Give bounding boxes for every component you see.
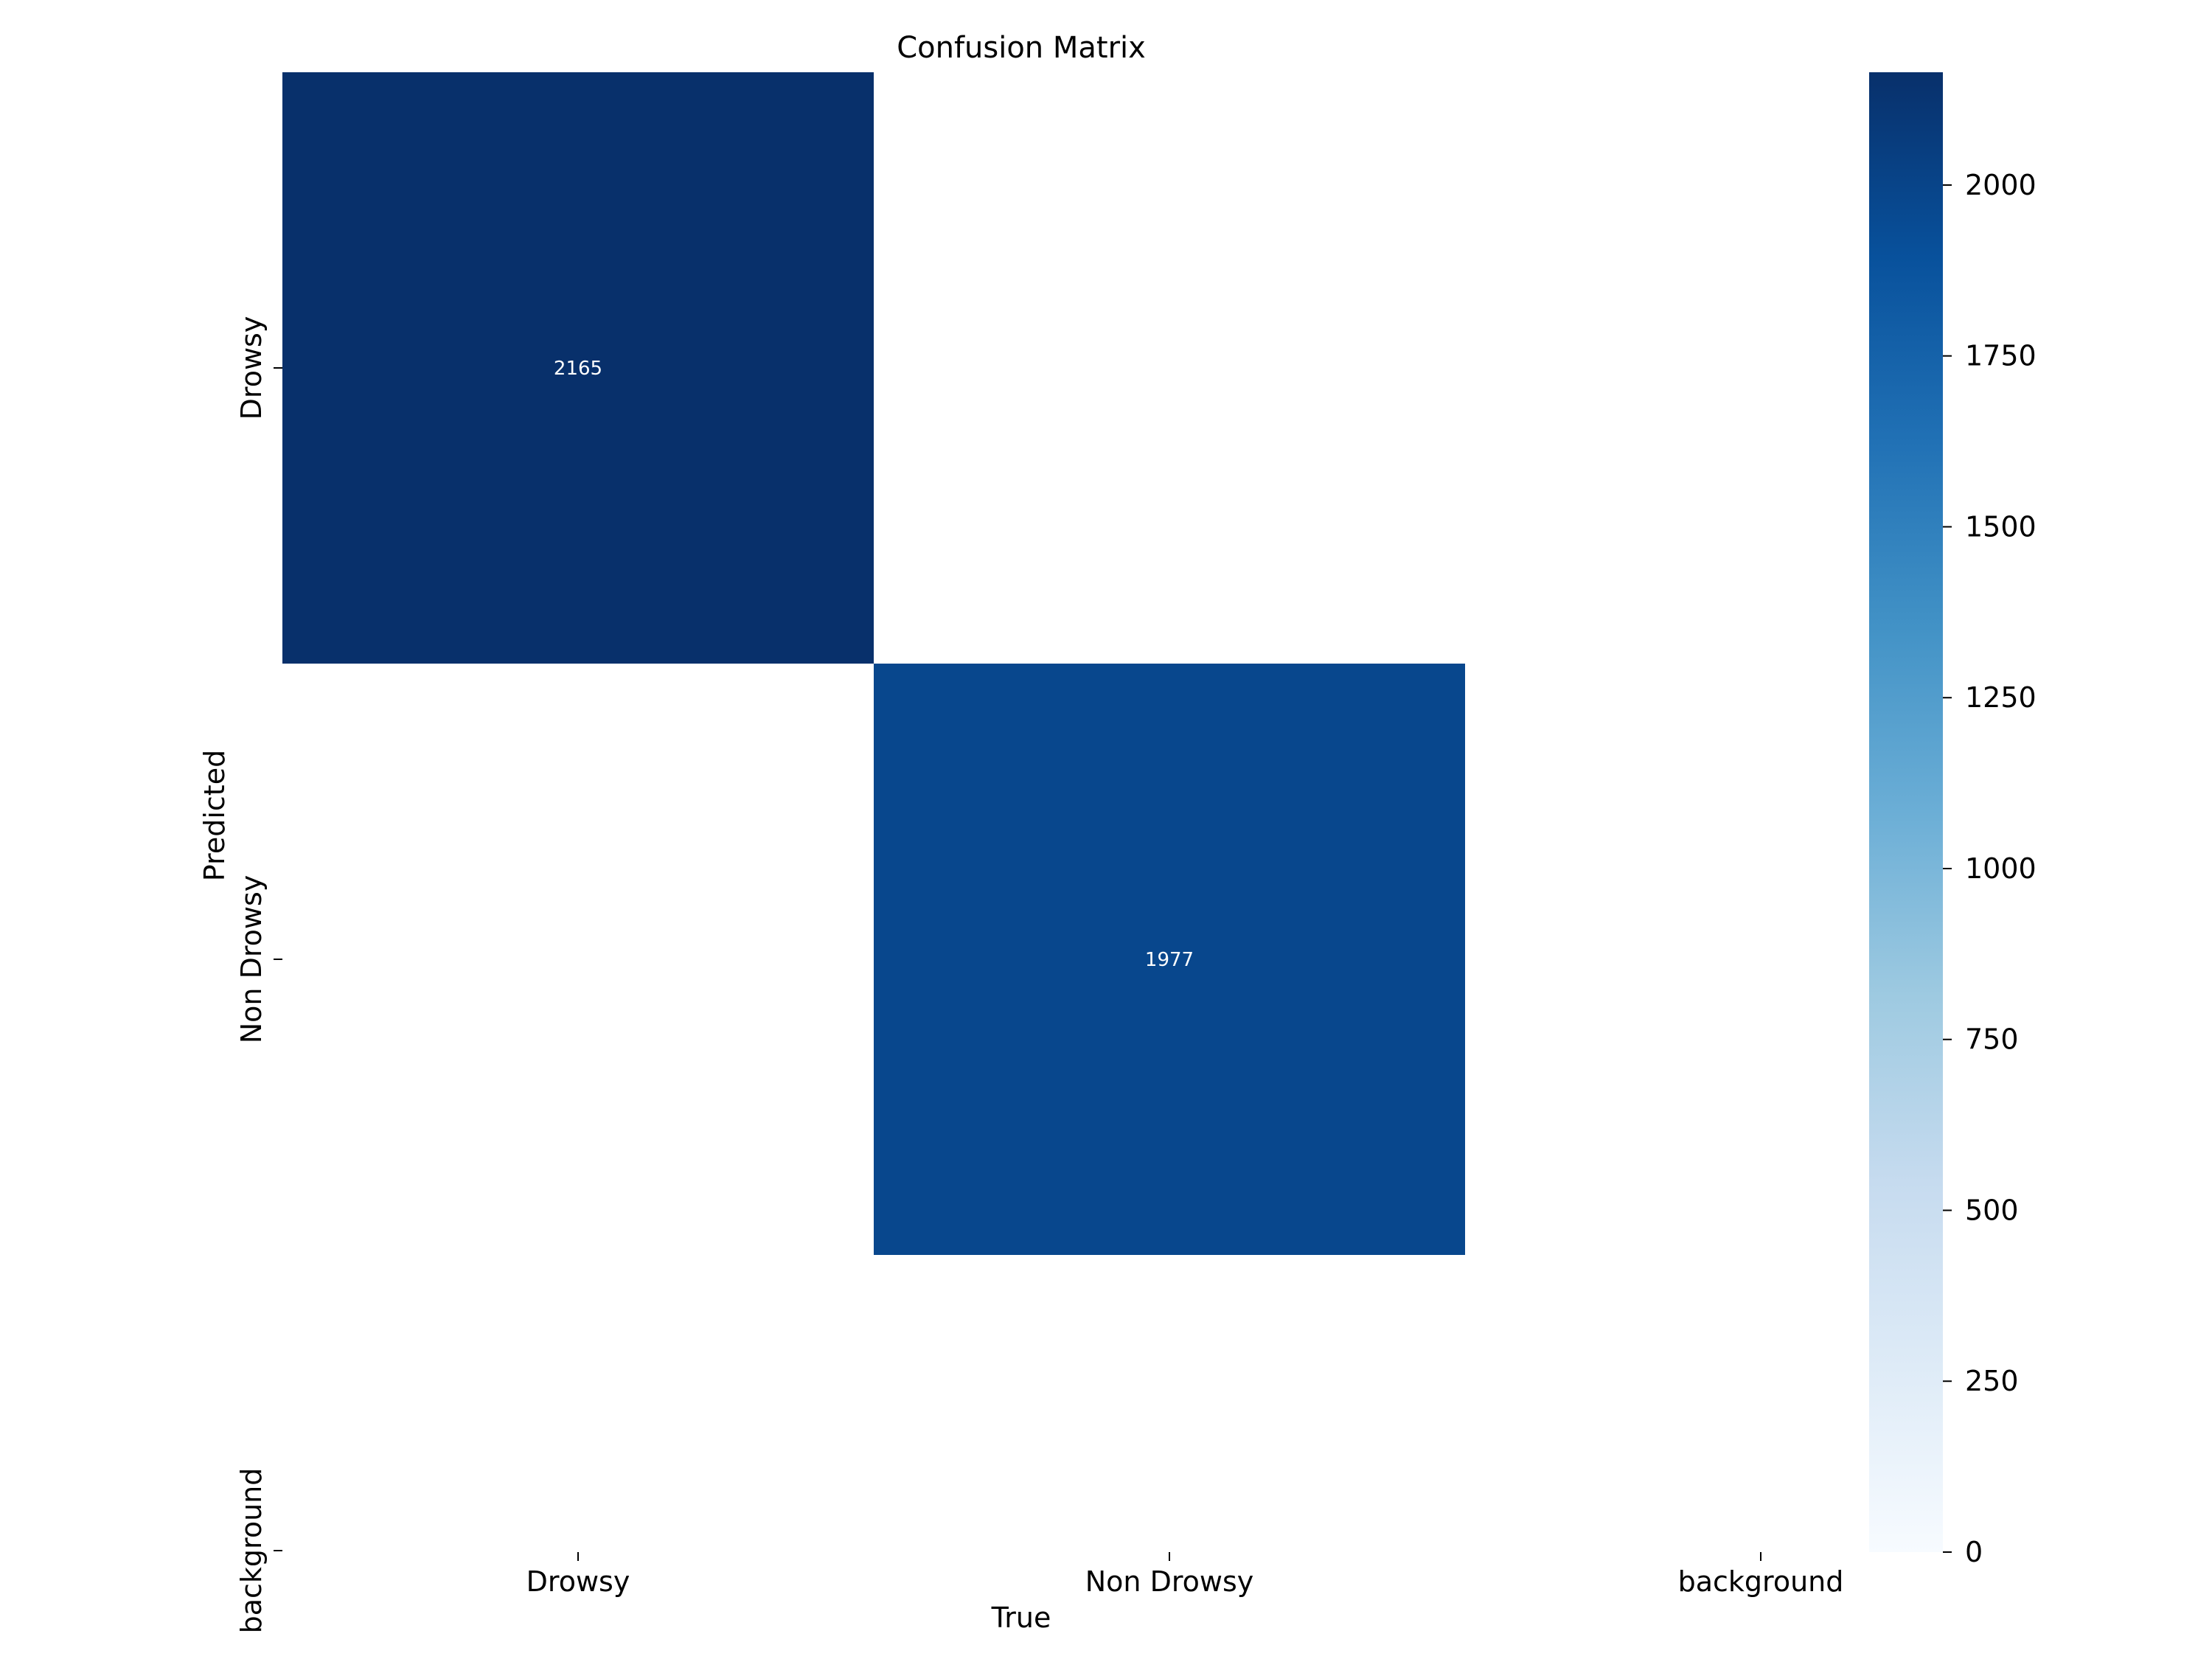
heatmap-cells — [282, 72, 1465, 1255]
colorbar-tick-label: 750 — [1965, 1023, 2019, 1056]
x-axis-label: True — [991, 1601, 1051, 1634]
colorbar-tick-label: 1750 — [1965, 340, 2037, 372]
x-tick-label: background — [1678, 1565, 1844, 1598]
x-axis-ticks: Drowsy Non Drowsy background — [526, 1552, 1844, 1598]
chart-title: Confusion Matrix — [897, 31, 1146, 65]
colorbar-tick-label: 0 — [1965, 1536, 1983, 1568]
colorbar-tick-label: 1250 — [1965, 681, 2037, 714]
colorbar-tick-label: 1500 — [1965, 510, 2037, 543]
colorbar-tick-label: 2000 — [1965, 169, 2037, 201]
colorbar-tick-label: 1000 — [1965, 852, 2037, 885]
y-tick-label: background — [235, 1468, 268, 1634]
y-axis-label: Predicted — [198, 750, 231, 881]
colorbar-tick-label: 500 — [1965, 1194, 2019, 1226]
x-tick-label: Drowsy — [526, 1565, 630, 1598]
colorbar — [1869, 72, 1943, 1552]
colorbar-tick-label: 250 — [1965, 1365, 2019, 1397]
cell-annotation: 2165 — [554, 358, 602, 380]
y-tick-label: Drowsy — [235, 316, 268, 420]
y-axis-ticks: Drowsy Non Drowsy background — [235, 316, 282, 1634]
cell-annotations: 2165 1977 — [554, 358, 1194, 971]
colorbar-ticks: 0 250 500 750 1000 1250 1500 1750 2000 — [1943, 169, 2037, 1568]
y-tick-label: Non Drowsy — [235, 875, 268, 1044]
cell-annotation: 1977 — [1145, 949, 1194, 971]
cell-1-1 — [874, 664, 1465, 1255]
cell-0-0 — [282, 72, 874, 664]
x-tick-label: Non Drowsy — [1085, 1565, 1254, 1598]
